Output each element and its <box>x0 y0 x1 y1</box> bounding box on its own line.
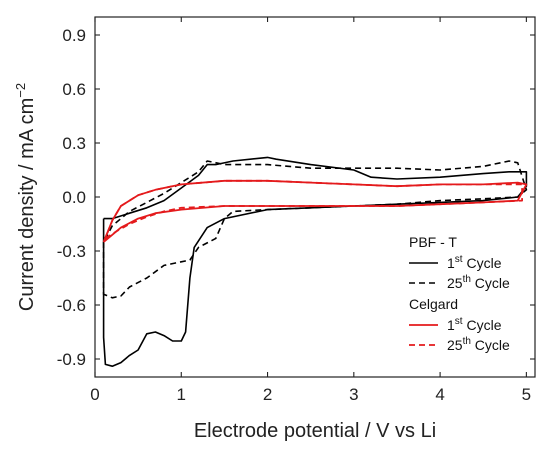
legend-entry-label: 25th Cycle <box>447 336 510 353</box>
x-tick-label: 5 <box>522 385 531 404</box>
legend-entry-ordinal: 1 <box>447 255 455 271</box>
series-0-line <box>102 156 528 367</box>
y-tick-label: 0.0 <box>62 188 86 207</box>
legend-entry-ordinal: 1 <box>447 317 455 333</box>
legend-group-title: PBF - T <box>409 234 457 250</box>
legend-entry-text: Cycle <box>463 317 502 333</box>
legend-entry-text: Cycle <box>471 337 510 353</box>
series-1-line <box>102 160 528 299</box>
legend-entry-ordinal-suffix: st <box>455 316 463 327</box>
legend-entry-ordinal: 25 <box>447 275 463 291</box>
y-tick-label: 0.9 <box>62 26 86 45</box>
series-2-line <box>102 179 528 243</box>
y-axis-title-main: Current density / mA cm <box>16 98 38 311</box>
x-axis-title: Electrode potential / V vs Li <box>194 420 436 442</box>
x-tick-label: 4 <box>435 385 444 404</box>
y-tick-label: 0.6 <box>62 80 86 99</box>
y-axis-title-unit-exponent: −2 <box>13 83 28 98</box>
legend-entry-text: Cycle <box>471 275 510 291</box>
legend-entry-label: 1st Cycle <box>447 316 502 333</box>
y-tick-label: -0.6 <box>57 296 86 315</box>
x-tick-label: 0 <box>90 385 99 404</box>
legend-entry-label: 1st Cycle <box>447 254 502 271</box>
y-tick-label: 0.3 <box>62 134 86 153</box>
legend-entry-ordinal-suffix: th <box>463 336 471 347</box>
series-3-line <box>104 179 523 240</box>
legend-entry-ordinal: 25 <box>447 337 463 353</box>
data-series-layer <box>102 156 528 367</box>
axis-ticks-layer: 0 1 2 3 4 5 -0.9 -0.6 -0.3 0.0 0.3 0.6 0.9 <box>57 17 535 404</box>
y-tick-label: -0.9 <box>57 350 86 369</box>
legend-group-title: Celgard <box>409 296 458 312</box>
y-axis-title: Current density / mA cm−2 <box>13 83 38 311</box>
legend-entry-label: 25th Cycle <box>447 274 510 291</box>
x-tick-label: 2 <box>263 385 272 404</box>
legend-entry-ordinal-suffix: st <box>455 254 463 265</box>
x-tick-label: 3 <box>349 385 358 404</box>
x-tick-label: 1 <box>177 385 186 404</box>
legend-entry-ordinal-suffix: th <box>463 274 471 285</box>
y-tick-label: -0.3 <box>57 242 86 261</box>
legend-entry-text: Cycle <box>463 255 502 271</box>
